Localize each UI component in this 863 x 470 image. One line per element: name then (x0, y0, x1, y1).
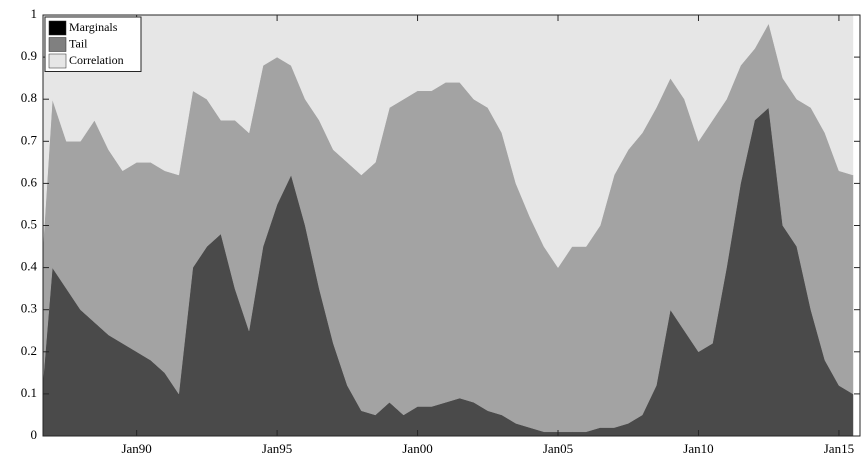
x-tick-label: Jan05 (543, 441, 573, 456)
y-tick-label: 0 (31, 427, 38, 442)
y-tick-label: 0.6 (21, 174, 38, 189)
y-tick-label: 0.1 (21, 385, 37, 400)
legend-swatch (48, 53, 67, 69)
y-tick-label: 0.9 (21, 48, 37, 63)
x-tick-label: Jan10 (683, 441, 713, 456)
legend-label: Marginals (69, 20, 118, 34)
y-tick-label: 0.4 (21, 259, 38, 274)
legend-label: Tail (69, 36, 88, 50)
x-tick-label: Jan15 (824, 441, 854, 456)
y-tick-label: 0.7 (21, 132, 38, 147)
legend: Marginals Tail Correlation (44, 16, 142, 72)
y-tick-label: 0.8 (21, 90, 37, 105)
y-tick-label: 0.3 (21, 301, 37, 316)
x-tick-label: Jan95 (262, 441, 292, 456)
legend-label: Correlation (69, 53, 124, 67)
y-tick-label: 0.5 (21, 216, 37, 231)
x-tick-label: Jan90 (121, 441, 151, 456)
y-tick-label: 0.2 (21, 343, 37, 358)
x-tick-label: Jan00 (402, 441, 432, 456)
legend-swatch (48, 37, 67, 52)
y-tick-label: 1 (31, 6, 38, 21)
legend-swatch (48, 20, 67, 36)
